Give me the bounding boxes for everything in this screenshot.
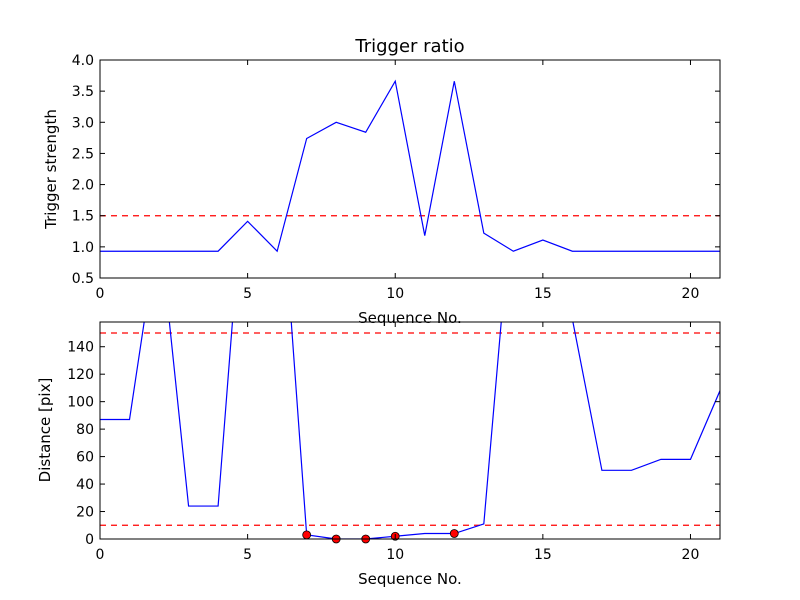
series-line: [100, 79, 720, 253]
x-tick-label: 20: [682, 547, 700, 563]
y-tick-label: 0.5: [72, 271, 94, 287]
chart-title: Trigger ratio: [354, 36, 464, 57]
plot-frame: [99, 321, 721, 540]
x-tick-label: 0: [96, 286, 105, 302]
x-axis-label: Sequence No.: [358, 570, 462, 588]
y-axis-label: Trigger strength: [42, 109, 60, 230]
y-tick-label: 1.5: [72, 209, 94, 225]
plot-frame: [99, 59, 721, 279]
x-tick-label: 10: [386, 547, 404, 563]
y-tick-label: 140: [67, 340, 94, 356]
x-tick-label: 15: [534, 286, 552, 302]
data-point-marker: [449, 529, 459, 538]
y-tick-label: 40: [76, 477, 94, 493]
plot-area: [100, 322, 720, 539]
data-point-marker: [302, 530, 312, 540]
x-tick-label: 20: [682, 286, 700, 302]
y-tick-label: 20: [76, 505, 94, 521]
x-tick-label: 5: [243, 547, 252, 563]
series-line: [100, 322, 720, 539]
trigger-ratio-chart: Trigger ratio Sequence No. Trigger stren…: [42, 36, 721, 327]
y-tick-label: 3.5: [72, 84, 94, 100]
x-tick-label: 15: [534, 547, 552, 563]
x-tick-label: 0: [96, 547, 105, 563]
plot-area: [100, 79, 720, 253]
y-tick-label: 80: [76, 422, 94, 438]
x-axis-label: Sequence No.: [358, 309, 462, 327]
y-tick-label: 0: [85, 532, 94, 548]
y-tick-label: 2.0: [72, 178, 94, 194]
y-tick-label: 1.0: [72, 240, 94, 256]
y-tick-label: 100: [67, 395, 94, 411]
y-tick-label: 4.0: [72, 53, 94, 69]
x-tick-label: 10: [386, 286, 404, 302]
y-tick-label: 2.5: [72, 146, 94, 162]
x-tick-label: 5: [243, 286, 252, 302]
y-tick-label: 3.0: [72, 115, 94, 131]
y-tick-label: 60: [76, 450, 94, 466]
y-tick-label: 120: [67, 367, 94, 383]
y-axis-label: Distance [pix]: [36, 378, 54, 483]
distance-chart: Sequence No. Distance [pix] 0 5 10 15 20 0 20 4…: [36, 321, 721, 588]
